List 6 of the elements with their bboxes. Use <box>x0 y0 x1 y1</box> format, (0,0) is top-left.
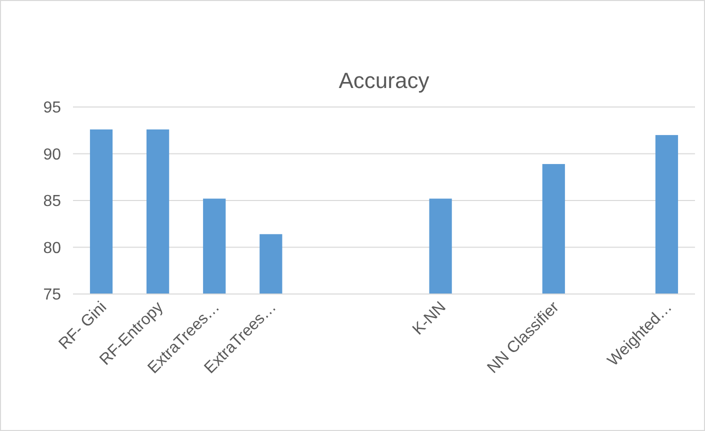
y-tick-label: 80 <box>43 240 62 257</box>
y-tick-label: 75 <box>43 286 62 304</box>
y-tick-label: 90 <box>43 146 62 164</box>
y-tick-label: 95 <box>43 100 62 117</box>
y-tick-label: 85 <box>43 193 62 210</box>
chart-title: Accuracy <box>338 68 430 93</box>
